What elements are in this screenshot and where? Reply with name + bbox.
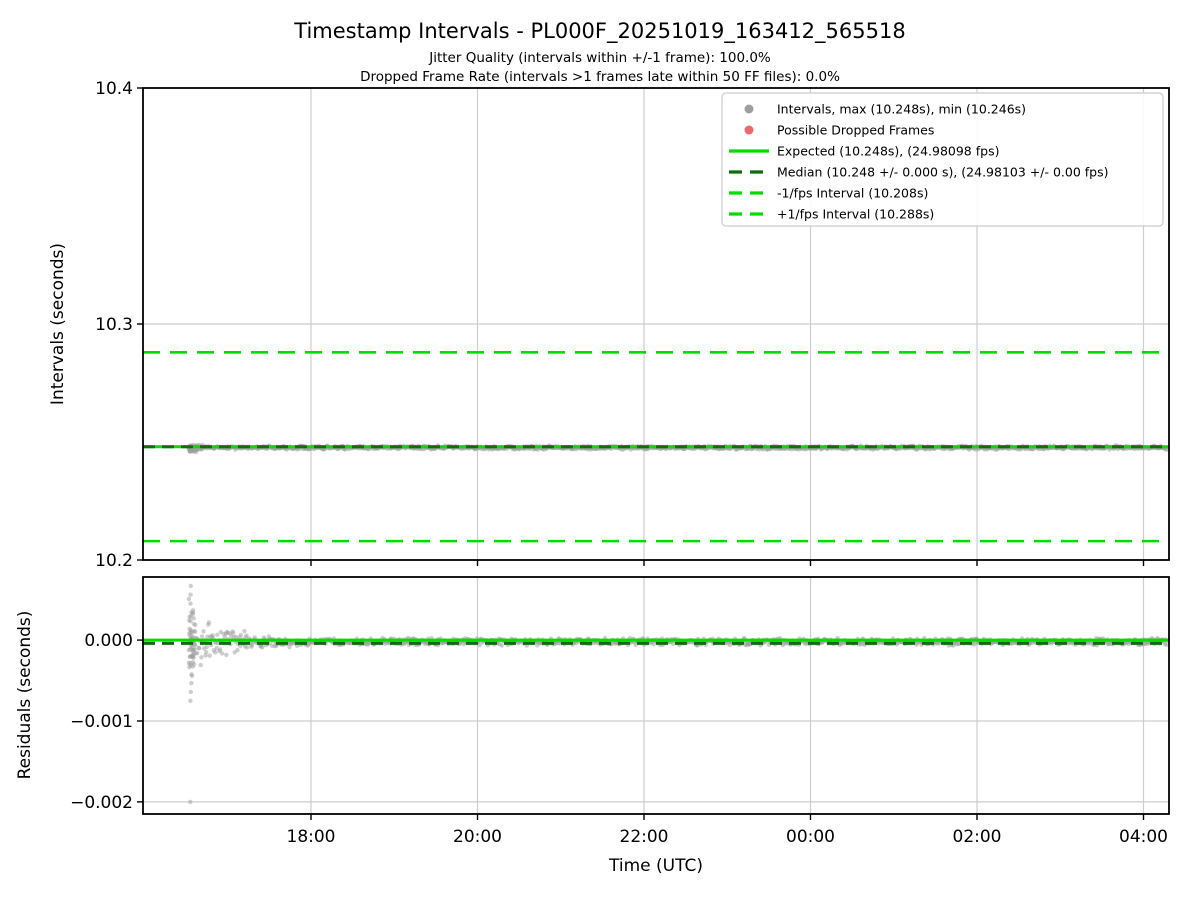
legend-item-label: Median (10.248 +/- 0.000 s), (24.98103 +… — [777, 165, 1108, 180]
legend-item: Possible Dropped Frames — [744, 123, 934, 138]
data-point — [199, 655, 204, 660]
data-point — [245, 645, 250, 650]
y-tick-label: −0.001 — [70, 712, 133, 732]
data-point — [187, 664, 192, 670]
residuals-spines — [142, 576, 1170, 815]
data-point — [189, 680, 194, 686]
data-point — [260, 645, 265, 650]
data-point — [215, 632, 220, 637]
legend-item: Expected (10.248s), (24.98098 fps) — [729, 144, 999, 159]
data-point — [204, 650, 209, 655]
residuals-ticks — [137, 639, 1145, 820]
y-tick-label: −0.002 — [70, 793, 133, 813]
data-point — [193, 622, 198, 628]
legend-item: Median (10.248 +/- 0.000 s), (24.98103 +… — [729, 165, 1108, 180]
jitter-quality-subtitle: Jitter Quality (intervals within +/-1 fr… — [428, 50, 771, 66]
data-point — [187, 618, 192, 623]
plots-layer: 10.4 10.3 10.2 18:00 20:00 22:00 00:00 02:00 04:… — [70, 79, 1170, 847]
data-point — [235, 648, 240, 653]
data-point — [193, 642, 198, 648]
data-point — [220, 651, 225, 656]
data-point — [191, 662, 197, 667]
data-point — [214, 645, 219, 651]
data-point — [217, 647, 223, 652]
legend-item-label: +1/fps Interval (10.288s) — [777, 207, 934, 222]
legend-item-label: -1/fps Interval (10.208s) — [777, 186, 928, 201]
intervals-reference-lines — [143, 351, 1169, 543]
data-point — [191, 655, 196, 660]
data-point — [199, 634, 205, 639]
legend-item: -1/fps Interval (10.208s) — [729, 186, 928, 201]
legend-item: Intervals, max (10.248s), min (10.246s) — [744, 102, 1026, 117]
residuals-y-axis-label: Residuals (seconds) — [15, 611, 35, 780]
intervals-ticks — [137, 87, 1145, 566]
data-point — [651, 641, 656, 647]
data-point — [189, 673, 195, 678]
residuals-reference-lines — [143, 638, 1169, 645]
data-point — [188, 601, 193, 606]
data-point — [238, 632, 244, 638]
data-point — [188, 799, 193, 805]
data-point — [670, 641, 676, 647]
red-marker-sample — [744, 125, 754, 135]
y-tick-label: 10.4 — [95, 79, 133, 99]
residuals-scatter — [186, 583, 1170, 805]
y-tick-label: 10.3 — [95, 315, 133, 335]
data-point — [242, 628, 247, 634]
chart-title: Timestamp Intervals - PL000F_20251019_16… — [293, 19, 905, 44]
data-point — [231, 630, 236, 636]
x-tick-label: 02:00 — [953, 827, 1002, 847]
x-tick-label: 22:00 — [620, 827, 669, 847]
data-point — [195, 651, 200, 656]
data-point — [233, 634, 239, 640]
data-point — [204, 644, 210, 650]
data-point — [477, 643, 482, 648]
legend: Intervals, max (10.248s), min (10.246s) P… — [721, 92, 1164, 227]
data-point — [203, 653, 208, 658]
data-point — [188, 583, 193, 589]
x-axis-label: Time (UTC) — [608, 856, 703, 876]
data-point — [499, 643, 504, 648]
data-point — [188, 698, 193, 703]
legend-item-label: Intervals, max (10.248s), min (10.246s) — [777, 102, 1026, 117]
data-point — [186, 660, 192, 666]
legend-item-label: Possible Dropped Frames — [777, 123, 934, 138]
legend-item-label: Expected (10.248s), (24.98098 fps) — [777, 144, 999, 159]
y-tick-label: 0.000 — [84, 631, 133, 651]
residuals-grid — [143, 577, 1169, 814]
x-tick-label: 00:00 — [786, 827, 835, 847]
data-point — [188, 592, 193, 597]
x-tick-label: 18:00 — [287, 827, 336, 847]
x-tick-label: 20:00 — [453, 827, 502, 847]
data-point — [192, 628, 197, 634]
residuals-plot: 18:00 20:00 22:00 00:00 02:00 04:00 0.000 −0.00… — [70, 576, 1170, 847]
data-point — [201, 629, 206, 634]
intervals-y-axis-label: Intervals (seconds) — [48, 243, 68, 405]
data-point — [206, 620, 212, 625]
data-point — [224, 652, 229, 658]
data-point — [197, 646, 202, 651]
legend-box — [721, 92, 1164, 227]
legend-item: +1/fps Interval (10.288s) — [729, 207, 934, 222]
data-point — [186, 596, 192, 602]
data-point — [187, 614, 192, 619]
dropped-frame-rate-subtitle: Dropped Frame Rate (intervals >1 frames … — [360, 69, 840, 85]
data-point — [190, 610, 196, 615]
data-point — [213, 650, 218, 655]
data-point — [198, 662, 203, 668]
data-point — [222, 634, 228, 640]
x-tick-label: 04:00 — [1119, 827, 1168, 847]
intervals-scatter — [186, 442, 1170, 455]
data-point — [244, 633, 249, 638]
gray-marker-sample — [744, 104, 754, 114]
data-point — [207, 653, 212, 658]
data-point — [188, 689, 193, 695]
y-tick-label: 10.2 — [95, 551, 133, 571]
data-point — [1164, 642, 1169, 648]
data-point — [190, 647, 195, 653]
